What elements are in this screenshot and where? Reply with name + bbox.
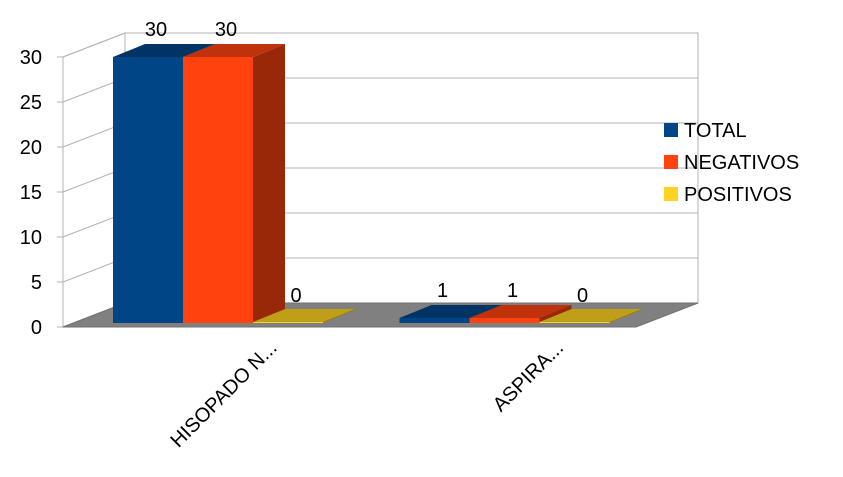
y-tick-label: 15 [20, 182, 42, 204]
bar-top [469, 305, 572, 318]
legend: TOTAL NEGATIVOS POSITIVOS [664, 120, 799, 206]
bars [113, 44, 642, 323]
legend-label: NEGATIVOS [684, 152, 799, 174]
data-label: 1 [437, 280, 448, 302]
data-label: 0 [290, 285, 301, 307]
bar-top [539, 309, 642, 322]
legend-item: TOTAL [664, 120, 747, 142]
bar-side [609, 309, 642, 323]
bar-front [469, 318, 540, 323]
bar-top [253, 309, 355, 322]
legend-swatch [664, 187, 678, 201]
legend-swatch [664, 123, 678, 137]
y-tick-label: 30 [20, 47, 42, 69]
data-label: 30 [215, 19, 237, 41]
bar [469, 305, 572, 323]
x-axis: HISOPADO N... ASPIRA... [166, 337, 568, 452]
category-label: ASPIRA... [489, 337, 568, 416]
gridline-side [62, 32, 126, 58]
data-labels: 30 30 0 1 1 0 [145, 19, 588, 307]
bar [183, 44, 285, 323]
bar-side [539, 305, 572, 323]
legend-label: TOTAL [684, 120, 747, 142]
bar-front [539, 322, 610, 323]
bar-front [183, 57, 253, 323]
y-tick-label: 0 [31, 317, 42, 339]
bar-side [253, 44, 285, 323]
legend-swatch [664, 155, 678, 169]
bar-top [183, 44, 285, 57]
bar [539, 309, 642, 323]
data-label: 30 [145, 19, 167, 41]
data-label: 1 [507, 280, 518, 302]
bar-top [113, 44, 215, 57]
y-tick-label: 10 [20, 227, 42, 249]
bar [253, 309, 355, 323]
legend-item: POSITIVOS [664, 184, 792, 206]
bar-side [323, 309, 355, 323]
bar-front [113, 57, 183, 323]
legend-label: POSITIVOS [684, 184, 792, 206]
y-axis: 0 5 10 15 20 25 30 [20, 47, 63, 339]
y-tick-label: 25 [20, 92, 42, 114]
bar-top [399, 305, 502, 318]
y-tick-label: 5 [31, 272, 42, 294]
y-tick-label: 20 [20, 137, 42, 159]
data-label: 0 [577, 285, 588, 307]
legend-item: NEGATIVOS [664, 152, 799, 174]
bar-front [253, 322, 323, 323]
bar-front [399, 318, 470, 323]
category-label: HISOPADO N... [166, 337, 281, 452]
